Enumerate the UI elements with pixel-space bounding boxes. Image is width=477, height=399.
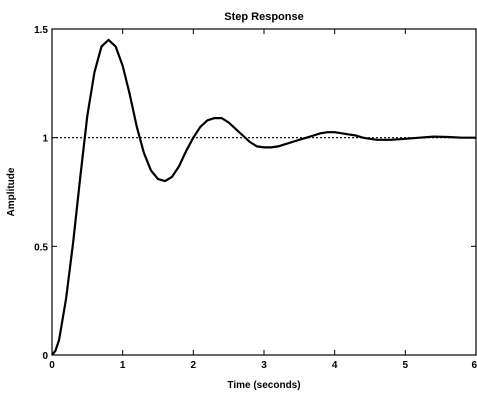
x-tick-label: 6 <box>471 360 477 371</box>
x-tick-label: 2 <box>191 360 197 371</box>
y-axis-label: Amplitude <box>6 167 17 216</box>
tick-layer: 0 1 2 3 4 5 6 0 0.5 1 1.5 <box>34 25 477 371</box>
series-layer <box>51 38 476 356</box>
plot-frame <box>51 28 477 356</box>
y-tick-label: 0.5 <box>34 242 48 253</box>
x-tick-label: 5 <box>403 360 409 371</box>
x-tick-label: 1 <box>120 360 126 371</box>
x-axis-label: Time (seconds) <box>227 380 300 391</box>
x-tick-label: 0 <box>49 360 55 371</box>
chart-title: Step Response <box>224 11 303 23</box>
x-tick-label: 4 <box>332 360 338 371</box>
y-tick-label: 0 <box>42 351 48 362</box>
y-tick-label: 1 <box>42 134 48 145</box>
y-tick-label: 1.5 <box>34 25 48 36</box>
step-response-line-0 <box>51 38 476 356</box>
x-tick-label: 3 <box>261 360 267 371</box>
